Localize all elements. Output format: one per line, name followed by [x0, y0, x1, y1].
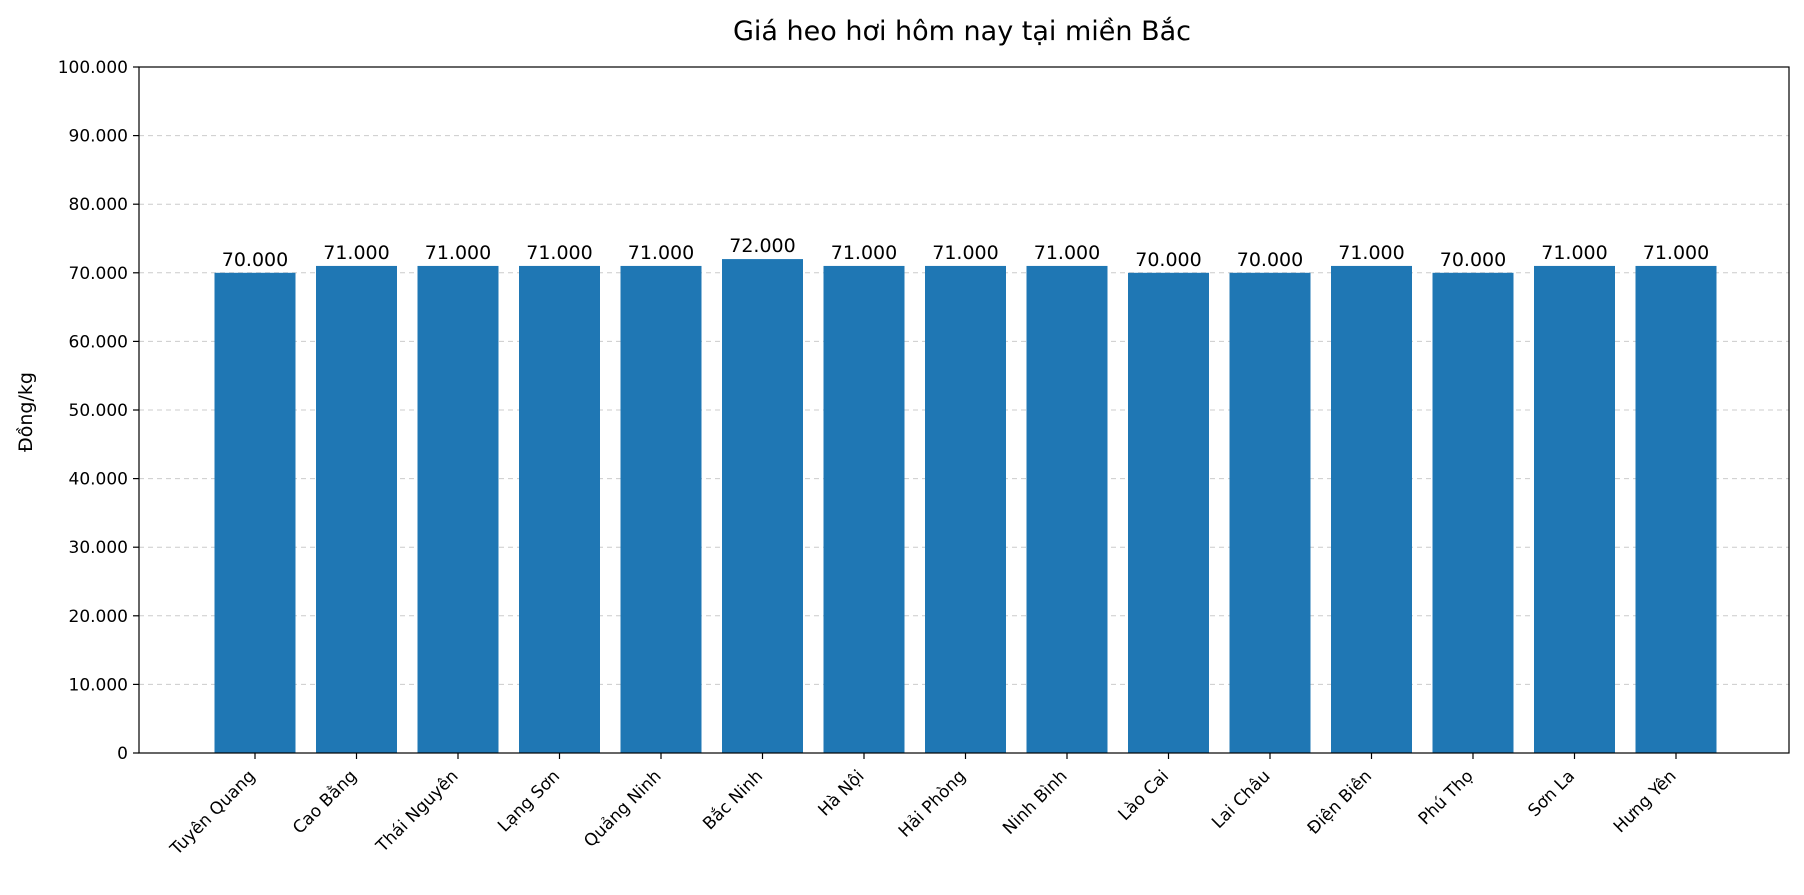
y-tick-label: 30.000 — [69, 538, 128, 558]
bars — [214, 259, 1717, 753]
bar — [1635, 265, 1717, 753]
data-label: 70.000 — [222, 249, 288, 271]
bar — [1432, 272, 1514, 753]
x-tick-label: Sơn La — [1524, 766, 1579, 821]
y-tick-label: 80.000 — [69, 195, 128, 215]
x-tick-label: Cao Bằng — [288, 766, 361, 839]
x-tick-label: Lạng Sơn — [494, 766, 564, 836]
data-label: 71.000 — [323, 242, 389, 264]
y-tick-label: 40.000 — [69, 470, 128, 490]
data-labels: 70.000 71.000 71.000 71.000 71.000 72.000 71.0… — [222, 235, 1709, 271]
x-tick-label: Hải Phòng — [895, 766, 970, 841]
bar — [1331, 265, 1412, 753]
x-tick-label: Tuyên Quang — [166, 766, 260, 860]
y-tick-label: 60.000 — [69, 332, 128, 352]
data-label: 71.000 — [1338, 242, 1404, 264]
chart-title: Giá heo hơi hôm nay tại miền Bắc — [733, 16, 1191, 47]
data-label: 71.000 — [831, 242, 897, 264]
x-tick-label: Lào Cai — [1115, 766, 1173, 824]
data-label: 70.000 — [1237, 249, 1303, 271]
x-tick-label: Thái Nguyên — [372, 766, 463, 857]
x-tick-label: Hưng Yên — [1610, 766, 1681, 837]
bar — [1534, 265, 1615, 753]
bar — [316, 265, 397, 753]
y-tick-label: 100.000 — [58, 58, 128, 78]
x-tick-label: Điện Biên — [1304, 766, 1376, 838]
x-tick-label: Phú Thọ — [1415, 766, 1478, 829]
y-tick-label: 50.000 — [69, 401, 128, 421]
x-axis-ticks: Tuyên Quang Cao Bằng Thái Nguyên Lạng Sơn Qu… — [166, 753, 1681, 860]
x-tick-label: Hà Nội — [814, 766, 868, 820]
y-axis-label: Đồng/kg — [15, 372, 37, 452]
data-label: 71.000 — [526, 242, 592, 264]
x-tick-label: Lai Châu — [1208, 766, 1274, 832]
y-tick-label: 90.000 — [69, 127, 128, 147]
bar — [417, 265, 499, 753]
bar — [925, 265, 1006, 753]
bar — [620, 265, 702, 753]
bar — [722, 259, 803, 753]
bar — [214, 272, 296, 753]
x-tick-label: Bắc Ninh — [699, 766, 767, 834]
data-label: 71.000 — [1643, 242, 1709, 264]
bar — [1128, 272, 1209, 753]
data-label: 71.000 — [628, 242, 694, 264]
data-label: 72.000 — [729, 235, 795, 257]
y-axis-ticks: 0 10.000 20.000 30.000 40.000 50.000 60.000 70.… — [58, 58, 139, 764]
x-tick-label: Quảng Ninh — [580, 766, 665, 851]
y-tick-label: 10.000 — [69, 675, 128, 695]
y-tick-label: 70.000 — [69, 264, 128, 284]
plot-frame — [138, 66, 1790, 754]
data-label: 71.000 — [932, 242, 998, 264]
data-label: 71.000 — [1541, 242, 1607, 264]
data-label: 70.000 — [1135, 249, 1201, 271]
bar — [1026, 265, 1108, 753]
grid-lines — [139, 135, 1789, 685]
y-tick-label: 20.000 — [69, 607, 128, 627]
bar — [1229, 272, 1311, 753]
data-label: 71.000 — [1034, 242, 1100, 264]
bar — [519, 265, 600, 753]
y-tick-label: 0 — [117, 744, 128, 764]
data-label: 71.000 — [425, 242, 491, 264]
bar — [823, 265, 905, 753]
x-tick-label: Ninh Bình — [999, 766, 1071, 838]
data-label: 70.000 — [1440, 249, 1506, 271]
